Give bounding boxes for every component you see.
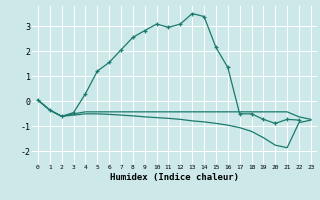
X-axis label: Humidex (Indice chaleur): Humidex (Indice chaleur) — [110, 173, 239, 182]
